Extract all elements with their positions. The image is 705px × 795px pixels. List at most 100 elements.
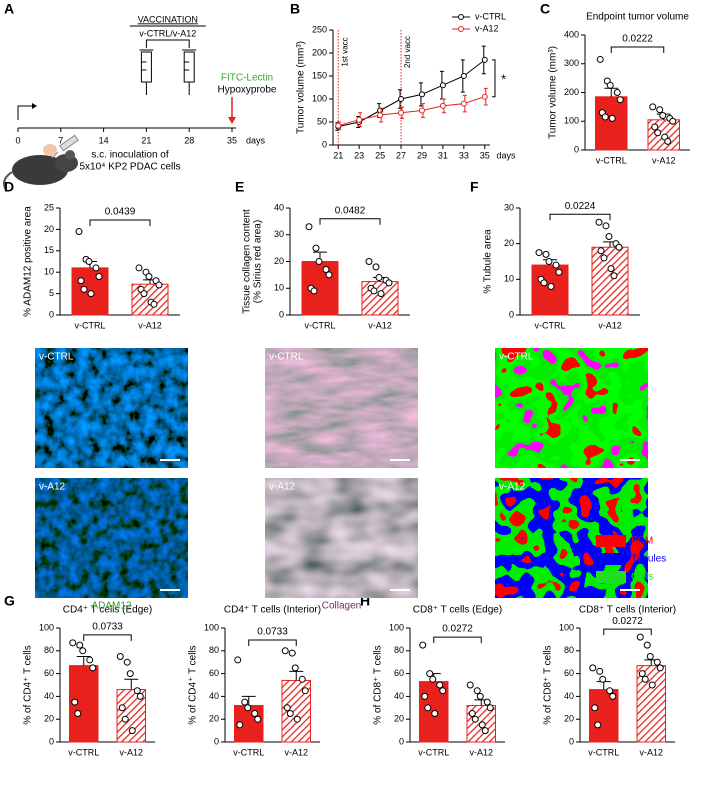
data-point	[375, 274, 383, 282]
data-point	[429, 675, 437, 683]
x-tick-label: v-CTRL	[75, 320, 106, 330]
y-tick-label: 15	[44, 245, 54, 255]
data-point	[283, 704, 291, 712]
data-point	[92, 264, 100, 272]
y-axis-label: % of CD8⁺ T cells	[543, 645, 554, 724]
data-point	[241, 698, 249, 706]
x-tick-label: 21	[333, 150, 343, 160]
y-tick-label: 5	[49, 288, 54, 298]
x-tick-label: v-CTRL	[596, 155, 627, 165]
p-value: 0.0272	[442, 624, 473, 635]
data-point	[606, 687, 614, 695]
image-label: v-A12	[269, 482, 296, 493]
data-point	[385, 279, 393, 287]
micrograph	[35, 478, 188, 598]
x-tick-label: v-A12	[368, 320, 392, 330]
data-point	[641, 675, 649, 683]
data-point	[596, 55, 604, 63]
bar	[531, 264, 569, 316]
timeline-tick-label: 28	[184, 135, 194, 145]
panel-letter: H	[360, 593, 370, 609]
data-point	[460, 73, 467, 79]
data-point	[540, 279, 548, 287]
data-point	[244, 704, 252, 712]
legend-label: v-A12	[475, 23, 499, 33]
data-point	[236, 721, 244, 729]
p-value: 0.0222	[622, 34, 653, 45]
y-tick-label: 60	[394, 668, 404, 678]
data-point	[636, 633, 644, 641]
image-label: v-CTRL	[499, 352, 534, 363]
y-tick-label: 40	[44, 691, 54, 701]
data-point	[95, 272, 103, 280]
significance-bracket	[492, 59, 496, 98]
data-point	[75, 228, 83, 236]
data-point	[418, 91, 425, 98]
data-point	[669, 117, 677, 125]
data-point	[325, 271, 333, 279]
p-value: 0.0224	[565, 201, 596, 212]
data-point	[555, 268, 563, 276]
data-point	[89, 664, 97, 672]
chart-title: CD8⁺ T cells (Interior)	[579, 605, 676, 616]
data-point	[123, 658, 131, 666]
y-tick-label: 20	[504, 238, 514, 248]
x-tick-label: v-A12	[138, 320, 162, 330]
data-point	[301, 687, 309, 695]
data-point	[481, 56, 488, 63]
data-point	[398, 109, 405, 116]
data-point	[436, 681, 444, 689]
inoculation-syringe	[51, 134, 79, 159]
y-tick-label: 0	[569, 736, 574, 746]
data-point	[418, 107, 425, 114]
timeline-unit: days	[246, 135, 266, 145]
data-point	[140, 290, 148, 298]
y-tick-label: 0	[214, 736, 219, 746]
data-point	[298, 675, 306, 683]
x-tick-label: v-A12	[639, 747, 663, 757]
data-point	[136, 692, 144, 700]
y-tick-label: 100	[312, 93, 327, 103]
data-point	[542, 250, 550, 258]
syringe	[183, 51, 195, 83]
vaccination-groups: v-CTRL/v-A12	[139, 28, 196, 38]
y-axis-label: (% Sirius red area)	[253, 220, 264, 303]
image-label: v-A12	[39, 482, 66, 493]
data-point	[286, 710, 294, 717]
y-tick-label: 40	[394, 691, 404, 701]
timeline-tick-label: 0	[15, 135, 20, 145]
data-point	[118, 704, 126, 712]
data-point	[649, 103, 657, 111]
panel-letter: B	[290, 1, 300, 17]
data-point	[589, 664, 597, 672]
chart-title: Endpoint tumor volume	[586, 12, 689, 23]
p-value: 0.0439	[105, 207, 136, 218]
data-point	[365, 258, 373, 265]
vaccination-bracket	[145, 39, 190, 48]
image-label: v-A12	[499, 482, 526, 493]
p-value: 0.0733	[92, 621, 123, 632]
data-point	[591, 704, 599, 712]
p-value-bracket	[610, 46, 665, 53]
inoculation-text: s.c. inoculation of	[91, 150, 168, 161]
x-tick-label: v-A12	[598, 320, 622, 330]
data-point	[654, 129, 662, 137]
y-axis-label: % ADAM12 positive area	[23, 206, 34, 317]
x-tick-label: v-CTRL	[418, 747, 449, 757]
data-point	[424, 704, 432, 712]
y-tick-label: 80	[394, 645, 404, 655]
data-point	[646, 653, 654, 660]
y-tick-label: 200	[312, 47, 327, 57]
data-point	[468, 710, 476, 717]
vaccination-label: 2nd vacc	[403, 36, 412, 68]
panel-letter: D	[4, 179, 14, 195]
data-point	[377, 290, 385, 298]
y-tick-label: 30	[274, 229, 284, 239]
data-point	[254, 715, 262, 723]
data-point	[426, 670, 434, 678]
data-point	[128, 727, 136, 735]
data-point	[473, 687, 481, 695]
micrograph	[35, 348, 188, 468]
chart-title: CD4⁺ T cells (Interior)	[224, 605, 321, 616]
data-point	[76, 641, 84, 649]
